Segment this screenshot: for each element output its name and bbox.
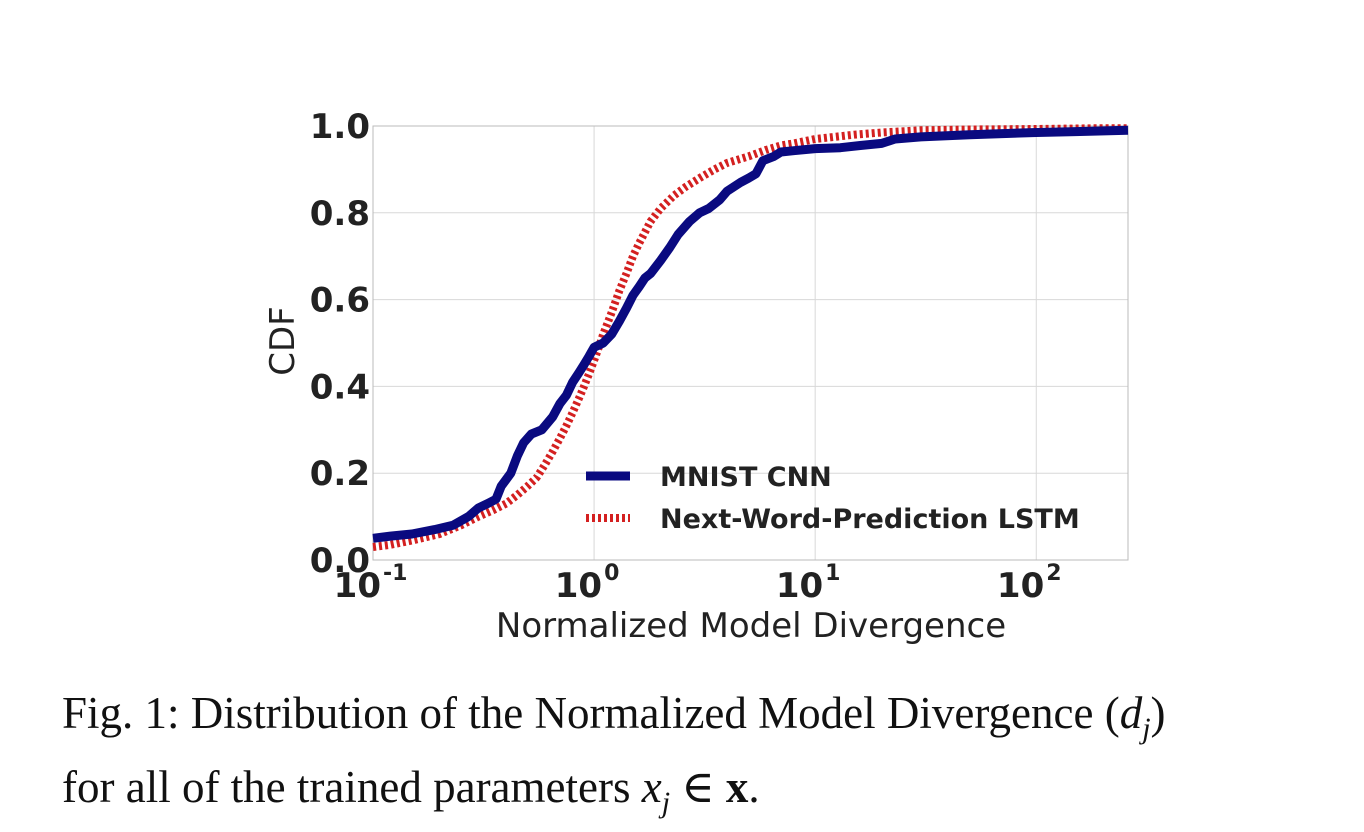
legend-label: MNIST CNN (660, 462, 832, 493)
y-axis-label: CDF (263, 306, 303, 375)
series-line-mnist-cnn (372, 125, 1129, 543)
x-tick-exponent: -1 (383, 561, 407, 586)
x-tick-base: 10 (997, 566, 1044, 606)
series-line-lstm (372, 124, 1128, 551)
caption-line2-suffix: . (748, 762, 760, 812)
caption-line1-prefix: Fig. 1: Distribution of the Normalized M… (62, 688, 1120, 738)
x-tick-label: 10 2 (997, 561, 1062, 606)
series-lines (372, 124, 1129, 551)
figure-caption: Fig. 1: Distribution of the Normalized M… (62, 684, 1352, 832)
y-tick-label: 0.8 (310, 194, 370, 234)
legend: MNIST CNN Next-Word-Prediction LSTM (586, 462, 1080, 535)
y-axis-ticks: 0.0 0.2 0.4 0.6 0.8 1.0 (310, 107, 370, 581)
caption-line2-prefix: for all of the trained parameters (62, 762, 642, 812)
caption-math-bold-x: x (725, 762, 749, 812)
x-tick-base: 10 (334, 566, 381, 606)
caption-math-in: ∈ (670, 762, 726, 812)
x-tick-label: 10 0 (555, 561, 620, 606)
x-tick-exponent: 1 (825, 561, 840, 586)
caption-math-d: d (1119, 688, 1143, 738)
caption-math-x-sub: j (661, 786, 671, 819)
x-tick-base: 10 (555, 566, 602, 606)
grid-lines (372, 125, 1128, 561)
y-tick-label: 0.0 (310, 541, 370, 581)
x-axis-label: Normalized Model Divergence (496, 606, 1006, 646)
caption-math-x: x (641, 762, 662, 812)
y-tick-label: 1.0 (310, 107, 370, 147)
caption-math-d-sub: j (1142, 712, 1151, 745)
y-tick-label: 0.2 (310, 454, 370, 494)
y-tick-label: 0.6 (310, 281, 370, 321)
x-tick-base: 10 (776, 566, 823, 606)
x-tick-label: 10 -1 (334, 561, 408, 606)
y-tick-label: 0.4 (310, 367, 370, 407)
cdf-chart: 0.00.20.40.60.81.0 10 -1 10 0 10 1 10 2 Normali… (263, 107, 1129, 646)
x-tick-label: 10 1 (776, 561, 841, 606)
caption-line1-suffix: ) (1150, 688, 1166, 738)
plot-area-frame (372, 125, 1129, 561)
x-tick-exponent: 2 (1046, 561, 1061, 586)
x-axis-ticks: 10 -1 10 0 10 1 10 2 (334, 561, 1062, 606)
legend-label: Next-Word-Prediction LSTM (660, 504, 1080, 535)
x-tick-exponent: 0 (604, 561, 619, 586)
